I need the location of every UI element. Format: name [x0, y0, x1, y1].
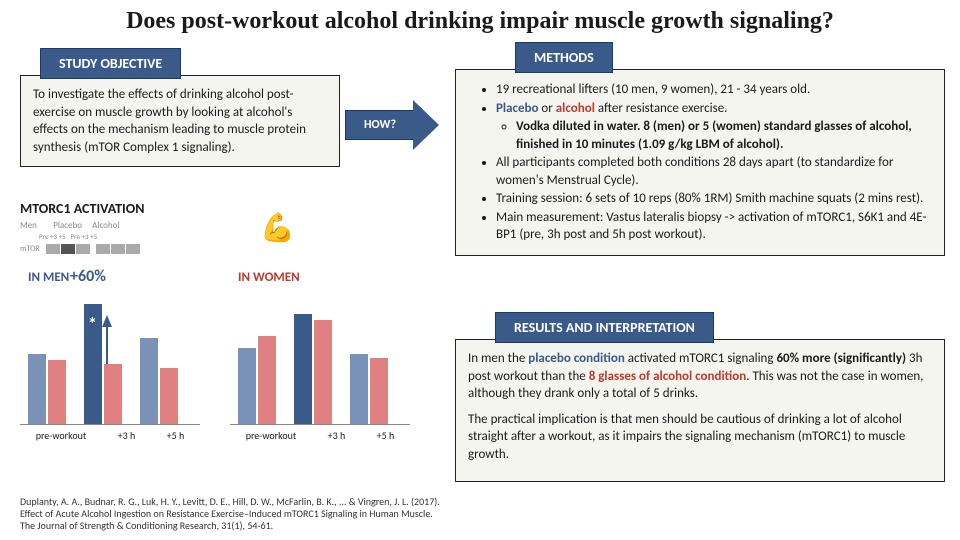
objective-section: STUDY OBJECTIVE To investigate the effec…	[20, 48, 340, 167]
citation-text: Duplanty, A. A., Budnar, R. G., Luk, H. …	[20, 496, 440, 532]
up-arrow-icon	[102, 315, 112, 327]
bar-women-3h-placebo	[294, 314, 312, 424]
bar-women-5h-alcohol	[370, 358, 388, 424]
alcohol-label: alcohol	[556, 101, 595, 116]
chart-men-title: IN MEN	[28, 270, 200, 285]
methods-item: 19 recreational lifters (10 men, 9 women…	[496, 81, 932, 99]
bar-men-pre-placebo	[28, 354, 46, 424]
muscle-icon: 💪	[260, 210, 295, 245]
text: or	[538, 101, 555, 116]
chart-women: IN WOMEN pre-workout +3 h +5 h	[230, 270, 410, 442]
xtick: pre-workout	[246, 429, 297, 442]
men-bars: +60% *	[20, 285, 200, 425]
bar-men-5h-alcohol	[160, 368, 178, 424]
mtorc-activation-label: MTORC1 ACTIVATION	[20, 200, 440, 217]
methods-sub-item: Vodka diluted in water. 8 (men) or 5 (wo…	[516, 118, 932, 153]
how-label: HOW?	[345, 110, 415, 140]
results-p1: In men the placebo condition activated m…	[468, 350, 932, 403]
xtick: +5 h	[167, 429, 185, 442]
bar-men-3h-alcohol	[104, 364, 122, 424]
plus60-label: +60%	[70, 267, 106, 286]
page-title: Does post-workout alcohol drinking impai…	[0, 0, 960, 39]
bar-women-pre-placebo	[238, 348, 256, 424]
results-heading: RESULTS AND INTERPRETATION	[495, 312, 714, 343]
methods-heading: METHODS	[515, 42, 613, 73]
asterisk-icon: *	[88, 313, 97, 335]
xtick: +3 h	[328, 429, 346, 442]
arrow-head-icon	[413, 100, 439, 150]
text: after resistance exercise.	[595, 101, 728, 116]
methods-item: Training session: 6 sets of 10 reps (80%…	[496, 190, 932, 208]
chart-men: IN MEN +60% * pre-workout +3 h +5 h	[20, 270, 200, 442]
bar-men-pre-alcohol	[48, 360, 66, 424]
results-p2: The practical implication is that men sh…	[468, 411, 932, 464]
bar-women-3h-alcohol	[314, 320, 332, 424]
bar-women-5h-placebo	[350, 354, 368, 424]
bar-women-pre-alcohol	[258, 336, 276, 424]
chart-women-title: IN WOMEN	[238, 270, 410, 285]
chart-area: MTORC1 ACTIVATION Men Placebo Alcohol Pr…	[20, 200, 440, 480]
results-section: RESULTS AND INTERPRETATION In men the pl…	[455, 312, 945, 482]
objective-text: To investigate the effects of drinking a…	[20, 75, 340, 167]
bar-men-5h-placebo	[140, 338, 158, 424]
how-arrow: HOW?	[345, 100, 445, 150]
xtick: +5 h	[377, 429, 395, 442]
bar-charts: IN MEN +60% * pre-workout +3 h +5 h IN W…	[20, 270, 410, 442]
xtick: +3 h	[118, 429, 136, 442]
xtick: pre-workout	[36, 429, 87, 442]
women-bars	[230, 285, 410, 425]
methods-box: 19 recreational lifters (10 men, 9 women…	[455, 69, 945, 256]
methods-section: METHODS 19 recreational lifters (10 men,…	[455, 42, 945, 256]
placebo-label: Placebo	[496, 101, 538, 116]
objective-heading: STUDY OBJECTIVE	[40, 48, 181, 79]
methods-item: Placebo or alcohol after resistance exer…	[496, 100, 932, 154]
methods-item: Main measurement: Vastus lateralis biops…	[496, 209, 932, 244]
methods-item: All participants completed both conditio…	[496, 154, 932, 189]
western-blot: Men Placebo Alcohol Pre +3 +5 Pre +3 +5 …	[20, 220, 140, 256]
results-box: In men the placebo condition activated m…	[455, 339, 945, 482]
